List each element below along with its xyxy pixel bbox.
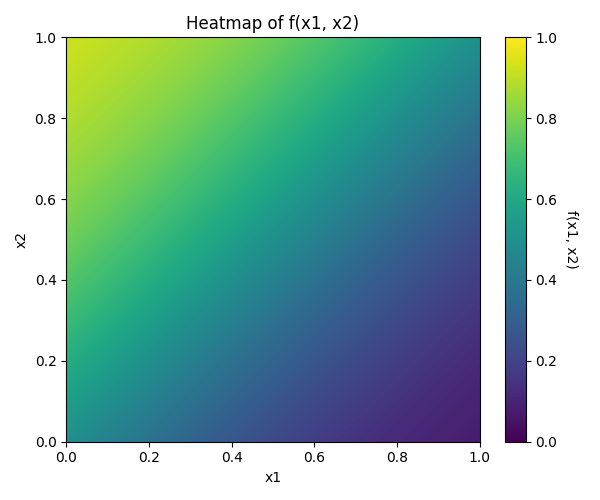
Title: Heatmap of f(x1, x2): Heatmap of f(x1, x2) — [187, 15, 359, 33]
Y-axis label: f(x1, x2): f(x1, x2) — [564, 210, 578, 269]
X-axis label: x1: x1 — [265, 471, 281, 485]
Y-axis label: x2: x2 — [15, 231, 29, 248]
